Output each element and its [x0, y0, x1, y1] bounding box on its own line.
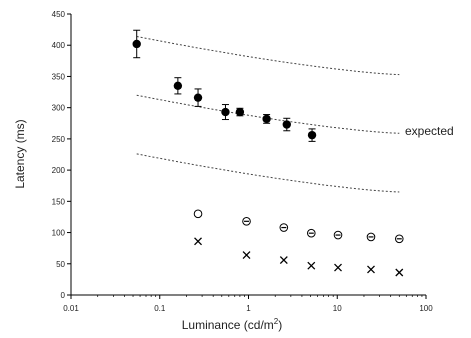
expected-curve [136, 36, 400, 76]
cross-stroke [279, 256, 288, 264]
data-point-cross [334, 263, 342, 272]
x-axis-label-end: ) [278, 318, 282, 332]
data-point-filled [262, 114, 271, 124]
x-axis-label-main: Luminance (cd/m [182, 318, 274, 332]
cross-stroke [334, 263, 342, 272]
data-point-filled [193, 93, 203, 102]
data-point-cross [194, 237, 202, 246]
data-point-cross [242, 251, 251, 259]
cross-stroke [242, 251, 251, 259]
y-tick-label: 100 [52, 229, 66, 238]
x-tick-label: 1 [246, 304, 251, 313]
x-tick-label: 100 [419, 304, 433, 313]
x-tick-label: 0.1 [154, 304, 166, 313]
y-tick-label: 350 [52, 72, 66, 81]
x-tick-label: 0.01 [63, 304, 79, 313]
data-point-filled [307, 130, 317, 140]
expected-curve [136, 153, 400, 193]
cross-stroke [194, 237, 202, 246]
x-tick-label: 10 [333, 304, 342, 313]
y-tick-label: 200 [52, 166, 66, 175]
data-point-filled [235, 107, 245, 117]
y-tick-label: 0 [61, 291, 66, 300]
y-tick-label: 150 [52, 197, 66, 206]
expected-annotation: expected [405, 124, 454, 138]
data-point-cross [307, 261, 316, 270]
cross-stroke [307, 261, 316, 270]
y-axis-label: Latency (ms) [13, 119, 27, 188]
y-tick-label: 450 [52, 10, 66, 19]
x-axis-label: Luminance (cd/m2) [182, 317, 283, 332]
data-point-cross [395, 268, 404, 277]
data-point-open [193, 209, 203, 219]
data-point-filled [221, 107, 230, 117]
data-point-cross [279, 256, 288, 264]
y-tick-label: 400 [52, 41, 66, 50]
x-axis-label-superscript: 2 [274, 317, 279, 326]
y-tick-label: 300 [52, 104, 66, 113]
cross-stroke [367, 265, 375, 274]
cross-stroke [395, 268, 404, 277]
data-point-filled [132, 39, 141, 49]
y-tick-label: 50 [56, 260, 65, 269]
data-point-filled [173, 81, 183, 91]
plot-area: 0 50 100 150 200 250 300 350 400 450 0.01 0.1 1 10 100 [52, 10, 434, 313]
data-point-cross [367, 265, 375, 274]
y-tick-label: 250 [52, 135, 66, 144]
data-point-filled [282, 120, 291, 129]
